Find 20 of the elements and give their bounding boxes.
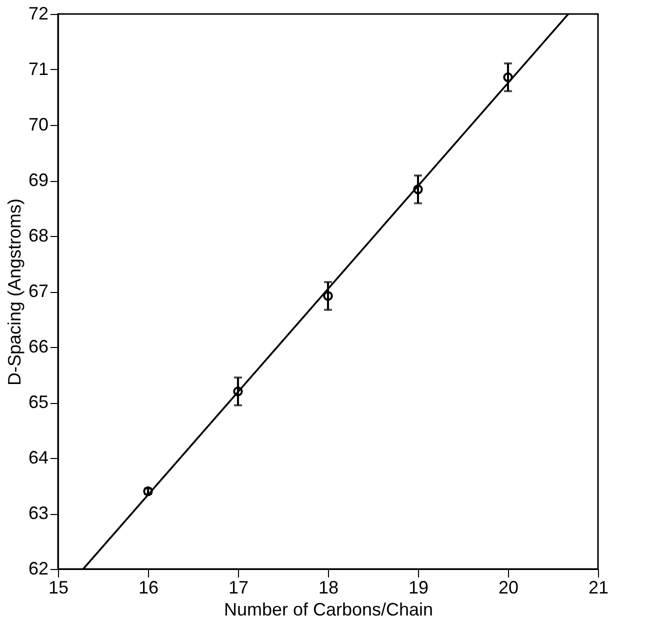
y-tick-label: 70	[28, 114, 48, 134]
x-tick-label: 16	[138, 578, 159, 598]
x-tick-label: 21	[588, 578, 609, 598]
x-tick-label: 15	[48, 578, 69, 598]
y-tick-label: 66	[28, 336, 48, 356]
x-axis-title: Number of Carbons/Chain	[224, 600, 434, 620]
y-axis-title: D-Spacing (Angstroms)	[4, 198, 24, 386]
y-tick-label: 69	[28, 170, 48, 190]
x-tick-label: 17	[228, 578, 249, 598]
y-tick-label: 68	[28, 226, 48, 246]
y-tick-label: 64	[28, 448, 48, 468]
x-tick-label: 19	[408, 578, 429, 598]
x-tick-label: 20	[498, 578, 519, 598]
y-tick-label: 71	[28, 59, 48, 79]
y-tick-label: 62	[28, 558, 48, 578]
y-tick-label: 65	[28, 392, 48, 412]
y-tick-label: 72	[28, 4, 48, 24]
y-tick-label: 63	[28, 503, 48, 523]
y-tick-label: 67	[28, 281, 48, 301]
x-tick-label: 18	[318, 578, 339, 598]
